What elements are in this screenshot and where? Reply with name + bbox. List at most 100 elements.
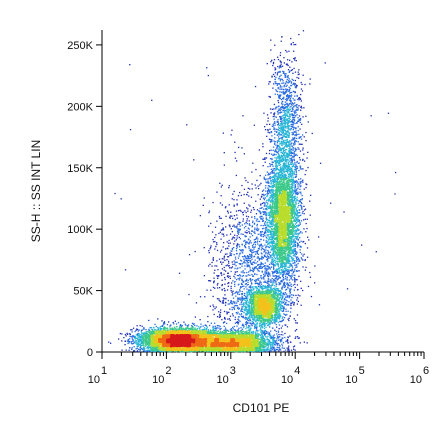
cell-event-dot	[254, 240, 256, 243]
cell-event-dot	[242, 302, 244, 305]
cell-event-dot	[278, 284, 280, 286]
cell-event-dot	[305, 140, 307, 142]
cell-event-dot	[254, 325, 256, 327]
cell-event-dot	[237, 229, 239, 231]
cell-event-dot	[292, 148, 294, 150]
cell-event-dot	[275, 167, 277, 169]
cell-event-dot	[264, 230, 266, 232]
cell-event-dot	[241, 298, 244, 300]
cell-event-dot	[242, 233, 244, 235]
cell-event-dot	[269, 251, 271, 253]
cell-event-dot	[285, 276, 287, 278]
cell-event-dot	[288, 78, 290, 80]
cell-event-dot	[285, 73, 287, 75]
cell-event-dot	[251, 273, 253, 276]
cell-event-dot	[269, 345, 271, 347]
cell-event-dot	[286, 283, 288, 285]
cell-event-dot	[293, 348, 295, 350]
cell-event-dot	[283, 141, 286, 144]
cell-event-dot	[240, 250, 243, 252]
cell-event-dot	[284, 152, 286, 154]
cell-event-dot	[236, 225, 238, 227]
cell-event-dot	[282, 263, 284, 265]
cell-event-dot	[285, 166, 287, 168]
cell-event-dot	[302, 266, 304, 268]
cell-event-dot	[134, 336, 136, 339]
cell-event-dot	[269, 285, 271, 287]
cell-event-dot	[296, 238, 298, 240]
cell-event-dot	[129, 64, 131, 66]
cell-event-dot	[237, 321, 240, 324]
cell-event-dot	[301, 199, 303, 201]
cell-event-dot	[295, 203, 298, 205]
cell-event-dot	[172, 321, 174, 324]
cell-event-dot	[273, 248, 275, 251]
cell-event-dot	[248, 307, 250, 309]
cell-event-dot	[291, 258, 293, 260]
cell-event-dot	[284, 314, 286, 316]
cell-event-dot	[278, 140, 280, 142]
cell-event-dot	[233, 260, 235, 262]
cell-event-dot	[279, 341, 282, 343]
cell-event-dot	[285, 340, 287, 343]
cell-event-dot	[233, 215, 236, 217]
cell-event-dot	[289, 151, 292, 153]
cell-event-dot	[142, 350, 145, 352]
cell-event-dot	[214, 236, 216, 239]
cell-event-dot	[276, 142, 279, 144]
cell-event-dot	[260, 328, 262, 330]
cell-event-dot	[291, 192, 293, 194]
cell-event-dot	[278, 130, 280, 132]
cell-event-dot	[273, 320, 275, 322]
cell-event-dot	[252, 207, 255, 209]
cell-event-dot	[300, 138, 303, 140]
cell-event-dot	[284, 104, 286, 106]
cell-event-dot	[282, 160, 284, 162]
cell-event-dot	[288, 143, 290, 145]
cell-event-dot	[273, 185, 275, 187]
cell-event-dot	[282, 267, 284, 269]
cell-event-dot	[294, 206, 296, 208]
cell-event-dot	[163, 323, 165, 325]
cell-event-dot	[294, 110, 297, 112]
cell-event-dot	[256, 241, 258, 243]
cell-event-dot	[270, 236, 272, 239]
cell-event-dot	[254, 279, 256, 282]
cell-event-dot	[296, 233, 298, 235]
cell-event-dot	[273, 255, 275, 258]
cell-event-dot	[272, 263, 274, 265]
cell-event-dot	[289, 265, 291, 267]
cell-event-dot	[273, 175, 275, 177]
cell-event-dot	[285, 324, 287, 326]
cell-event-dot	[291, 78, 293, 80]
cell-event-dot	[285, 107, 287, 109]
cell-event-dot	[272, 146, 275, 148]
cell-event-dot	[232, 326, 234, 329]
cell-event-dot	[294, 181, 296, 183]
cell-event-dot	[279, 130, 281, 132]
cell-event-dot	[289, 285, 291, 287]
cell-event-dot	[273, 281, 275, 283]
cell-event-dot	[246, 306, 248, 308]
cell-event-dot	[220, 186, 222, 188]
cell-event-dot	[138, 334, 140, 336]
cell-event-dot	[265, 218, 267, 220]
cell-event-dot	[255, 253, 257, 255]
cell-event-dot	[257, 238, 259, 240]
cell-event-dot	[286, 279, 288, 281]
cell-event-dot	[305, 222, 307, 225]
cell-event-dot	[297, 300, 299, 303]
cell-event-dot	[287, 172, 289, 174]
cell-event-dot	[291, 123, 293, 126]
cell-event-dot	[286, 51, 288, 53]
cell-event-dot	[283, 308, 285, 310]
cell-event-dot	[290, 154, 292, 156]
cell-event-dot	[282, 159, 285, 161]
cell-event-dot	[291, 250, 293, 252]
cell-event-dot	[301, 253, 303, 255]
cell-event-dot	[136, 351, 138, 353]
cell-event-dot	[286, 84, 288, 86]
cell-event-dot	[292, 269, 294, 271]
cell-event-dot	[295, 232, 297, 235]
cell-event-dot	[297, 288, 299, 291]
